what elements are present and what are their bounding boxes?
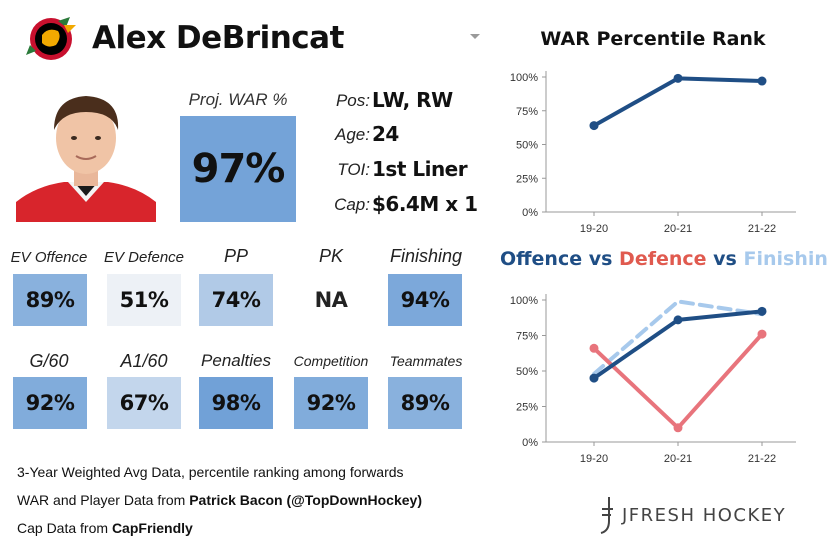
age-value: 24 <box>372 122 399 146</box>
g60-label: G/60 <box>29 351 69 371</box>
footer-source-war-name: Patrick Bacon (@TopDownHockey) <box>189 492 422 508</box>
finishing-label: Finishing <box>389 246 463 266</box>
finishing-value: 94% <box>388 274 462 326</box>
toi-label: TOI: <box>337 160 370 179</box>
y-tick-label: 25% <box>516 173 538 185</box>
brand-logo-icon <box>596 495 616 535</box>
footer-source-war-prefix: WAR and Player Data from <box>17 492 190 508</box>
data-point <box>589 121 599 131</box>
proj-war-value: 97% <box>180 116 296 222</box>
chart-title-war: WAR Percentile Rank <box>540 28 766 50</box>
x-tick-label: 21-22 <box>748 453 776 465</box>
chart-title-part-2: Defence <box>619 248 707 270</box>
brand-name: JFRESH HOCKEY <box>622 505 787 526</box>
team-logo <box>24 15 78 63</box>
pp-label: PP <box>223 246 248 266</box>
data-point <box>673 423 683 433</box>
chart-title-comparison: Offence vs Defence vs Finishing <box>500 248 828 270</box>
chart-title-part-4: Finishing <box>743 248 828 270</box>
age-label: Age: <box>335 125 370 144</box>
cap-label: Cap: <box>334 195 370 214</box>
ev-defence-value: 51% <box>107 274 181 326</box>
series-line-0 <box>592 76 764 128</box>
data-point <box>589 343 599 353</box>
data-point <box>673 73 683 83</box>
data-point <box>673 315 683 325</box>
a160-value: 67% <box>107 377 181 429</box>
penalties-label: Penalties <box>201 351 271 370</box>
footer-source-cap-prefix: Cap Data from <box>17 520 112 536</box>
competition-value: 92% <box>294 377 368 429</box>
data-point <box>589 373 599 383</box>
data-point <box>757 306 767 316</box>
pk-value: NA <box>294 274 368 326</box>
pos-value: LW, RW <box>372 88 453 112</box>
pk-label: PK <box>318 246 343 266</box>
war-percentile-chart: 0% 25% 50% 75% 100% 19-20 20-21 21-22 <box>510 71 796 235</box>
chart-title-part-3: vs <box>706 248 744 270</box>
pp-value: 74% <box>199 274 273 326</box>
teammates-label: Teammates <box>389 353 463 369</box>
toi-value: 1st Liner <box>372 157 468 181</box>
y-tick-label: 100% <box>510 72 538 84</box>
pos-label: Pos: <box>335 91 370 110</box>
x-tick-label: 20-21 <box>664 223 692 235</box>
ev-offence-value: 89% <box>13 274 87 326</box>
y-tick-label: 50% <box>516 366 538 378</box>
data-point <box>757 76 767 86</box>
competition-label: Competition <box>293 353 369 369</box>
proj-war-label: Proj. WAR % <box>188 90 288 109</box>
y-tick-label: 75% <box>516 331 538 343</box>
offence-defence-finishing-chart: 0% 25% 50% 75% 100% 19-20 20-21 21-22 <box>510 294 796 465</box>
footer-source-cap: Cap Data from CapFriendly <box>17 520 193 536</box>
y-tick-label: 0% <box>522 437 538 449</box>
teammates-value: 89% <box>388 377 462 429</box>
cap-value: $6.4M x 1 <box>372 192 478 216</box>
y-tick-label: 75% <box>516 106 538 118</box>
footer-note: 3-Year Weighted Avg Data, percentile ran… <box>17 464 404 480</box>
y-tick-label: 100% <box>510 295 538 307</box>
a160-label: A1/60 <box>120 351 168 371</box>
x-tick-label: 19-20 <box>580 223 608 235</box>
player-name: Alex DeBrincat <box>92 20 344 56</box>
series-line-finishing <box>592 299 764 376</box>
series-line-defence <box>592 332 764 430</box>
chart-title-part-1: vs <box>582 248 620 270</box>
y-tick-label: 50% <box>516 140 538 152</box>
penalties-value: 98% <box>199 377 273 429</box>
y-tick-label: 25% <box>516 402 538 414</box>
y-tick-label: 0% <box>522 207 538 219</box>
x-tick-label: 20-21 <box>664 453 692 465</box>
chevron-down-icon[interactable] <box>470 34 480 39</box>
x-tick-label: 19-20 <box>580 453 608 465</box>
player-headshot <box>16 90 156 222</box>
ev-offence-label: EV Offence <box>10 249 88 266</box>
ev-defence-label: EV Defence <box>103 249 185 266</box>
footer-source-war: WAR and Player Data from Patrick Bacon (… <box>17 492 422 508</box>
chart-title-part-0: Offence <box>500 248 583 270</box>
footer-source-cap-name: CapFriendly <box>111 520 193 536</box>
data-point <box>757 329 767 339</box>
g60-value: 92% <box>13 377 87 429</box>
x-tick-label: 21-22 <box>748 223 776 235</box>
